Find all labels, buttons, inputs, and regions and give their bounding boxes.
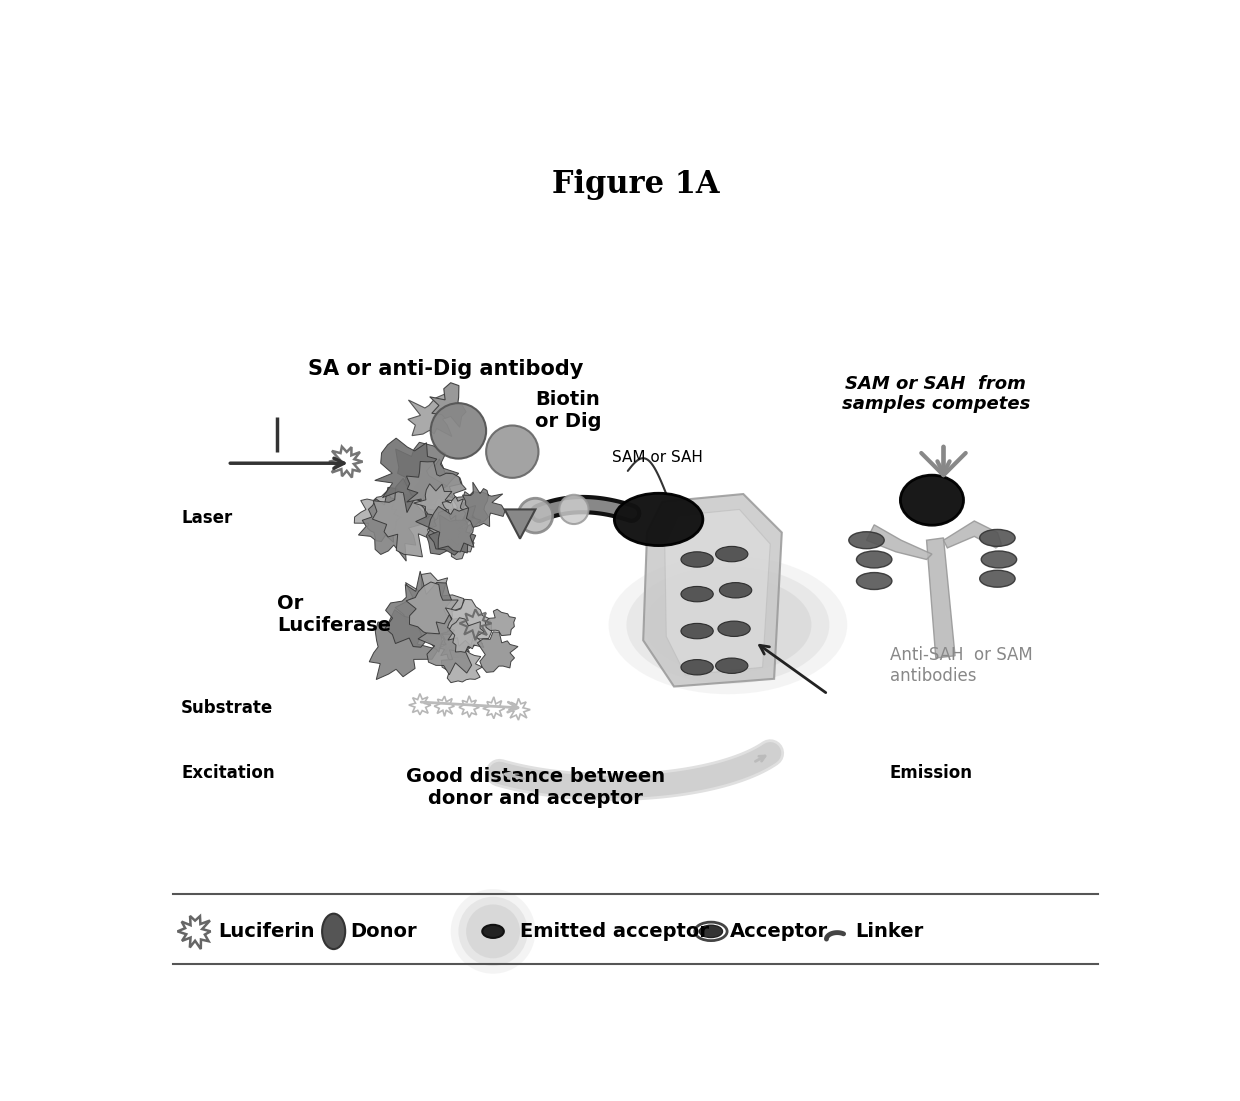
Ellipse shape <box>681 659 713 675</box>
Polygon shape <box>429 515 476 555</box>
Polygon shape <box>370 610 438 679</box>
Ellipse shape <box>981 550 1017 568</box>
FancyArrowPatch shape <box>921 447 966 476</box>
Polygon shape <box>439 628 472 662</box>
Polygon shape <box>867 525 932 559</box>
Polygon shape <box>485 609 516 635</box>
Text: SA or anti-Dig antibody: SA or anti-Dig antibody <box>309 359 584 379</box>
Polygon shape <box>449 618 484 653</box>
Ellipse shape <box>482 925 503 938</box>
Text: Donor: Donor <box>351 922 417 941</box>
Polygon shape <box>445 599 491 646</box>
Polygon shape <box>415 502 475 555</box>
Ellipse shape <box>459 896 528 966</box>
Polygon shape <box>439 522 474 559</box>
Text: Acceptor: Acceptor <box>730 922 828 941</box>
Text: SAM or SAH  from
samples competes: SAM or SAH from samples competes <box>842 374 1030 414</box>
Text: Anti-SAH  or SAM
antibodies: Anti-SAH or SAM antibodies <box>889 646 1033 685</box>
Polygon shape <box>505 510 536 538</box>
Polygon shape <box>414 483 454 523</box>
Text: Good distance between
donor and acceptor: Good distance between donor and acceptor <box>405 767 665 808</box>
Text: Or
Luciferase: Or Luciferase <box>278 595 392 635</box>
Polygon shape <box>428 510 467 546</box>
Polygon shape <box>429 505 481 552</box>
Ellipse shape <box>849 532 884 548</box>
Ellipse shape <box>518 499 553 533</box>
Polygon shape <box>372 478 436 557</box>
Polygon shape <box>374 438 448 513</box>
Ellipse shape <box>614 493 703 546</box>
Polygon shape <box>418 614 482 675</box>
Ellipse shape <box>645 577 811 674</box>
Text: Luciferin: Luciferin <box>218 922 315 941</box>
Text: Emission: Emission <box>889 763 972 782</box>
Ellipse shape <box>626 566 830 684</box>
Polygon shape <box>435 619 476 657</box>
Ellipse shape <box>486 425 538 478</box>
Ellipse shape <box>980 530 1016 546</box>
Polygon shape <box>407 461 466 519</box>
Ellipse shape <box>609 556 847 695</box>
Polygon shape <box>407 582 458 635</box>
Polygon shape <box>665 510 770 675</box>
Ellipse shape <box>718 621 750 636</box>
Polygon shape <box>358 488 427 562</box>
Polygon shape <box>355 491 402 543</box>
Ellipse shape <box>715 658 748 674</box>
Polygon shape <box>443 497 466 523</box>
Ellipse shape <box>980 570 1016 587</box>
Text: Figure 1A: Figure 1A <box>552 170 719 200</box>
Polygon shape <box>396 573 464 643</box>
Polygon shape <box>644 494 781 687</box>
Polygon shape <box>396 443 459 509</box>
Polygon shape <box>408 393 463 436</box>
Ellipse shape <box>699 925 723 938</box>
Ellipse shape <box>900 476 963 525</box>
Text: Substrate: Substrate <box>181 699 274 717</box>
Polygon shape <box>430 383 466 427</box>
Polygon shape <box>944 521 1001 548</box>
Text: Excitation: Excitation <box>181 763 275 782</box>
Ellipse shape <box>719 582 751 598</box>
Ellipse shape <box>681 587 713 602</box>
Text: Laser: Laser <box>181 510 232 527</box>
Ellipse shape <box>450 889 536 973</box>
Ellipse shape <box>681 623 713 639</box>
Polygon shape <box>414 459 463 510</box>
Ellipse shape <box>681 552 713 567</box>
Polygon shape <box>463 482 505 527</box>
Ellipse shape <box>466 904 520 958</box>
Text: Biotin
or Dig: Biotin or Dig <box>536 390 601 432</box>
Text: Emitted acceptor: Emitted acceptor <box>520 922 709 941</box>
Ellipse shape <box>715 546 748 562</box>
Text: Linker: Linker <box>854 922 924 941</box>
Polygon shape <box>454 491 489 523</box>
Polygon shape <box>926 538 955 658</box>
Ellipse shape <box>857 573 892 589</box>
Text: SAM or SAH: SAM or SAH <box>613 450 703 465</box>
Ellipse shape <box>430 403 486 459</box>
Polygon shape <box>441 643 482 683</box>
Ellipse shape <box>559 494 589 524</box>
Polygon shape <box>386 571 455 652</box>
Ellipse shape <box>322 914 345 949</box>
Polygon shape <box>477 632 518 673</box>
Ellipse shape <box>857 550 892 568</box>
